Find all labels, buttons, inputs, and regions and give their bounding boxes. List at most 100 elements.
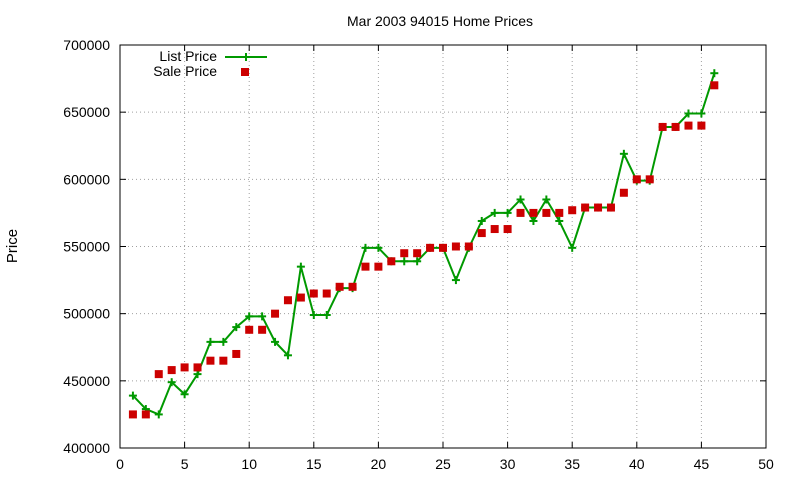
x-tick-label: 30 bbox=[500, 456, 516, 472]
sale-price-point bbox=[439, 243, 447, 252]
sale-price-point bbox=[529, 208, 538, 217]
sale-price-point bbox=[710, 81, 719, 90]
legend-label-list-price: List Price bbox=[159, 48, 217, 64]
sale-price-point bbox=[568, 206, 577, 215]
chart-title: Mar 2003 94015 Home Prices bbox=[347, 13, 533, 29]
sale-price-point bbox=[154, 370, 163, 379]
sale-price-point bbox=[361, 262, 370, 271]
list-price-point bbox=[361, 243, 370, 252]
list-price-point bbox=[451, 276, 460, 285]
sale-price-point bbox=[516, 208, 525, 217]
sale-price-point bbox=[555, 208, 564, 217]
sale-price-point bbox=[309, 289, 318, 298]
sale-price-point bbox=[335, 282, 344, 291]
list-price-point bbox=[374, 243, 383, 252]
sale-price-point bbox=[180, 363, 189, 372]
legend-swatch-sale-price bbox=[241, 68, 249, 76]
sale-price-point bbox=[322, 289, 331, 298]
list-price-point bbox=[232, 323, 241, 332]
sale-price-point bbox=[619, 188, 628, 197]
sale-price-point bbox=[490, 225, 499, 234]
sale-price-point bbox=[671, 122, 680, 131]
sale-price-point bbox=[167, 366, 176, 375]
list-price-point bbox=[206, 337, 215, 346]
y-tick-label: 500000 bbox=[63, 306, 110, 322]
list-price-point bbox=[283, 351, 292, 360]
list-price-point bbox=[400, 257, 409, 266]
y-tick-label: 550000 bbox=[63, 239, 110, 255]
x-tick-label: 25 bbox=[435, 456, 451, 472]
list-price-point bbox=[193, 370, 202, 379]
sale-price-point bbox=[684, 121, 693, 130]
sale-price-point bbox=[400, 249, 409, 258]
list-price-point bbox=[568, 243, 577, 252]
sale-price-point bbox=[128, 410, 137, 419]
list-price-point bbox=[529, 216, 538, 225]
list-price-point bbox=[322, 311, 331, 320]
sale-price-point bbox=[387, 257, 396, 266]
sale-price-point bbox=[283, 296, 292, 305]
sale-price-point bbox=[232, 349, 241, 358]
sale-price-point bbox=[374, 262, 383, 271]
sale-price-point bbox=[542, 208, 551, 217]
list-price-point bbox=[180, 390, 189, 399]
sale-price-point bbox=[658, 122, 667, 131]
x-tick-label: 10 bbox=[241, 456, 257, 472]
x-tick-label: 5 bbox=[181, 456, 189, 472]
list-price-point bbox=[516, 195, 525, 204]
sale-price-point bbox=[413, 249, 422, 258]
sale-price-point bbox=[632, 175, 641, 184]
list-price-line bbox=[132, 72, 716, 416]
x-tick-label: 35 bbox=[564, 456, 580, 472]
list-price-point bbox=[684, 109, 693, 118]
list-price-point bbox=[697, 109, 706, 118]
y-tick-label: 600000 bbox=[63, 171, 110, 187]
x-tick-label: 45 bbox=[694, 456, 710, 472]
sale-price-point bbox=[219, 356, 228, 365]
list-price-point bbox=[258, 312, 267, 321]
sale-price-point bbox=[697, 121, 706, 130]
sale-price-point bbox=[426, 243, 435, 252]
x-tick-label: 50 bbox=[758, 456, 774, 472]
list-price-point bbox=[128, 391, 137, 400]
sale-price-point bbox=[206, 356, 215, 365]
sale-price-point bbox=[271, 309, 280, 318]
list-price-point bbox=[542, 195, 551, 204]
x-tick-label: 15 bbox=[306, 456, 322, 472]
x-tick-label: 20 bbox=[371, 456, 387, 472]
sale-price-point bbox=[503, 225, 512, 234]
sale-price-point bbox=[245, 325, 254, 334]
sale-price-point bbox=[581, 203, 590, 212]
x-tick-label: 40 bbox=[629, 456, 645, 472]
sale-price-point bbox=[477, 229, 486, 238]
list-price-point bbox=[490, 208, 499, 217]
list-price-point bbox=[413, 257, 422, 266]
sale-price-point bbox=[258, 325, 267, 334]
list-price-point bbox=[219, 337, 228, 346]
list-price-point bbox=[271, 337, 280, 346]
sale-price-point bbox=[296, 293, 305, 302]
sale-price-point bbox=[141, 410, 150, 419]
list-price-point bbox=[245, 312, 254, 321]
legend-label-sale-price: Sale Price bbox=[153, 63, 217, 79]
sale-price-point bbox=[645, 175, 654, 184]
y-tick-label: 400000 bbox=[63, 440, 110, 456]
list-price-point bbox=[477, 216, 486, 225]
sale-price-point bbox=[464, 242, 473, 251]
list-price-point bbox=[167, 378, 176, 387]
list-price-point bbox=[503, 208, 512, 217]
plot-frame bbox=[119, 44, 767, 449]
y-axis-label: Price bbox=[4, 229, 21, 263]
axis-ticks: 0 5 10 15 20 25 30 35 40 45 50 400000 450000 500000 55… bbox=[63, 37, 774, 472]
sale-price-point bbox=[594, 203, 603, 212]
sale-price-point bbox=[451, 242, 460, 251]
list-price-point bbox=[154, 410, 163, 419]
y-tick-label: 450000 bbox=[63, 373, 110, 389]
list-price-point bbox=[710, 69, 719, 78]
list-price-point bbox=[296, 262, 305, 271]
list-price-point bbox=[619, 149, 628, 158]
sale-price-point bbox=[606, 203, 615, 212]
series-layer bbox=[128, 69, 719, 419]
